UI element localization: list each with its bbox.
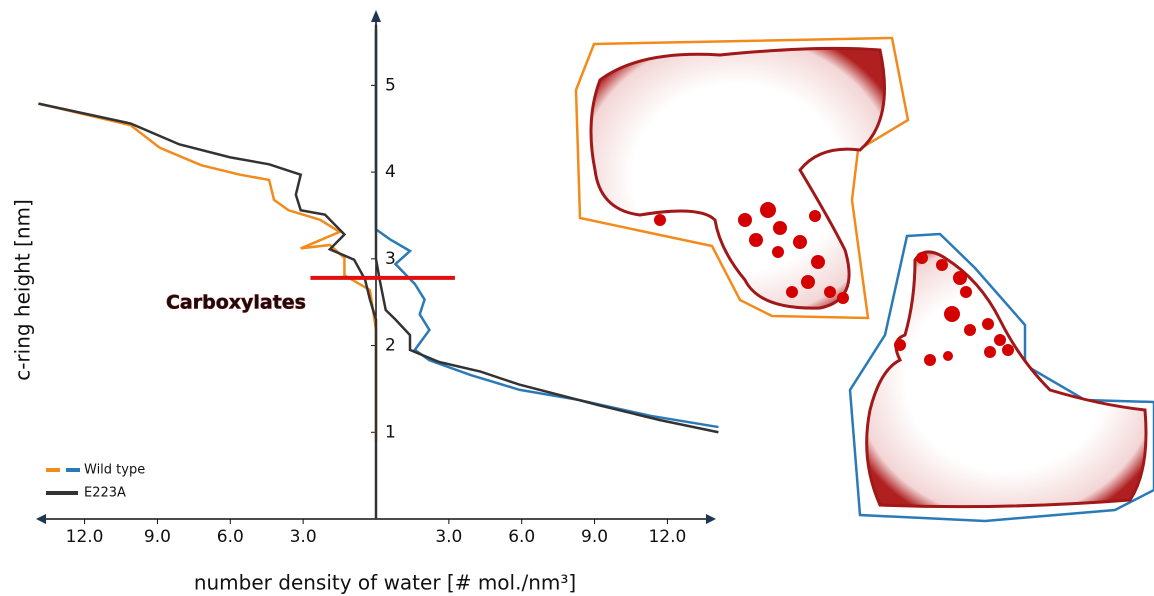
legend-label: Wild type bbox=[84, 463, 145, 478]
x-tick-label: 6.0 bbox=[508, 527, 535, 547]
y-tick-label: 4 bbox=[385, 162, 396, 182]
chart: number density of water [# mol./nm³] c-r… bbox=[0, 0, 1154, 596]
molecule-wild-type bbox=[576, 38, 908, 318]
x-tick-label: 9.0 bbox=[144, 527, 171, 547]
x-axis-label: number density of water [# mol./nm³] bbox=[194, 571, 576, 595]
x-tick-label: 3.0 bbox=[290, 527, 317, 547]
annotation-text: Carboxylates bbox=[166, 292, 306, 314]
x-tick-label: 12.0 bbox=[66, 527, 104, 547]
y-tick-label: 1 bbox=[385, 422, 396, 442]
y-tick-label: 3 bbox=[385, 249, 396, 269]
y-axis-arrow bbox=[371, 10, 381, 22]
x-tick-label: 3.0 bbox=[435, 527, 462, 547]
x-tick-label: 12.0 bbox=[648, 527, 686, 547]
molecule-e223a bbox=[850, 234, 1154, 521]
x-tick-label: 9.0 bbox=[581, 527, 608, 547]
y-tick-label: 5 bbox=[385, 75, 396, 95]
y-axis-label: c-ring height [nm] bbox=[11, 199, 35, 381]
x-tick-label: 6.0 bbox=[217, 527, 244, 547]
legend-label: E223A bbox=[84, 486, 126, 501]
y-tick-label: 2 bbox=[385, 336, 396, 356]
density-line bbox=[38, 104, 376, 441]
